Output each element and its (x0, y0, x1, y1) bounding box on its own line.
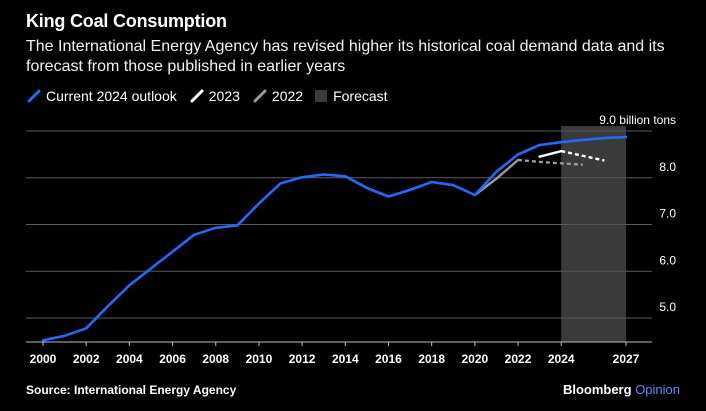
legend-item-current: Current 2024 outlook (26, 88, 177, 104)
x-tick-label: 2000 (30, 352, 57, 366)
series-line-2022 (517, 158, 583, 166)
series-line-current-2024-outlook (41, 135, 628, 342)
forecast-band (561, 126, 626, 342)
x-tick-label: 2020 (462, 352, 489, 366)
legend-label-2022: 2022 (271, 88, 304, 104)
x-tick-label: 2022 (505, 352, 532, 366)
x-tick-label: 2004 (116, 352, 143, 366)
y-tick-label: 8.0 (659, 160, 676, 174)
x-tick-label: 2006 (159, 352, 186, 366)
x-tick-label: 2014 (332, 352, 359, 366)
legend-line-icon (27, 89, 41, 103)
x-tick-label: 2012 (289, 352, 316, 366)
brand-section: Opinion (635, 382, 680, 397)
x-tick-label: 2008 (202, 352, 229, 366)
x-tick-label: 2016 (375, 352, 402, 366)
x-tick-label: 2002 (73, 352, 100, 366)
legend-item-2022: 2022 (252, 88, 303, 104)
x-tick-label: 2027 (613, 352, 640, 366)
legend-label-current: Current 2024 outlook (46, 88, 177, 104)
source-note: Source: International Energy Agency (26, 383, 237, 397)
y-tick-label: 6.0 (659, 253, 676, 267)
legend-line-icon (190, 89, 204, 103)
x-tick-label: 2024 (548, 352, 575, 366)
x-tick-label: 2010 (246, 352, 273, 366)
series-line-2023 (560, 149, 605, 162)
forecast-swatch-icon (315, 90, 328, 102)
legend-line-icon (253, 89, 267, 103)
x-tick-label: 2018 (418, 352, 445, 366)
chart-title: King Coal Consumption (26, 11, 227, 31)
legend-item-forecast: Forecast (315, 88, 388, 104)
legend-label-forecast: Forecast (333, 88, 388, 104)
legend-item-2023: 2023 (189, 88, 240, 104)
legend-label-2023: 2023 (208, 88, 240, 104)
brand-name: Bloomberg (562, 382, 632, 397)
y-tick-label: 7.0 (659, 207, 676, 221)
legend: Current 2024 outlook 2023 2022 Forecast (26, 88, 400, 104)
y-tick-label: 5.0 (659, 300, 676, 314)
brand-logo: Bloomberg Opinion (563, 382, 680, 397)
series-line-2022 (473, 158, 520, 197)
y-tick-label: 9.0 billion tons (599, 113, 676, 127)
chart-subtitle: The International Energy Agency has revi… (26, 38, 665, 75)
series-line-2023 (538, 149, 563, 158)
